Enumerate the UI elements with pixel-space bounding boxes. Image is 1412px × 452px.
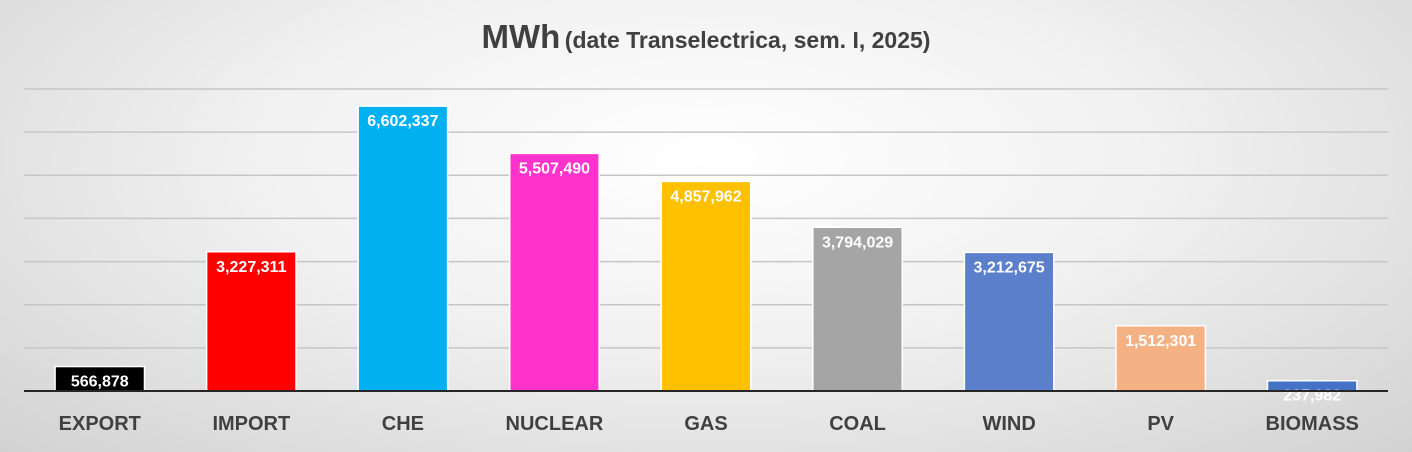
- x-tick-label: WIND: [982, 413, 1035, 435]
- data-label: 4,857,962: [670, 188, 741, 205]
- chart-subtitle: (date Transelectrica, sem. I, 2025): [564, 27, 931, 53]
- x-tick-label: BIOMASS: [1266, 413, 1359, 435]
- bar-import: [205, 251, 297, 392]
- x-tick-label: COAL: [829, 413, 886, 435]
- data-label: 3,212,675: [974, 259, 1045, 276]
- data-label: 3,227,311: [216, 259, 286, 276]
- bar-wind: [963, 251, 1055, 392]
- bar-coal: [812, 226, 904, 392]
- x-tick-label: NUCLEAR: [506, 413, 604, 435]
- x-tick-label: PV: [1147, 413, 1174, 435]
- data-label: 5,507,490: [519, 160, 590, 177]
- bar-export: [54, 365, 146, 392]
- data-label: 1,512,301: [1125, 333, 1196, 350]
- data-label: 6,602,337: [367, 113, 438, 130]
- x-tick-label: GAS: [684, 413, 727, 435]
- bar-gas: [660, 180, 752, 392]
- data-label: 3,794,029: [822, 234, 893, 251]
- x-tick-label: IMPORT: [212, 413, 290, 435]
- chart-title: MWh (date Transelectrica, sem. I, 2025): [0, 18, 1412, 56]
- data-label: 566,878: [71, 374, 129, 391]
- x-tick-label: CHE: [382, 413, 424, 435]
- chart-title-main: MWh: [481, 18, 561, 55]
- bar-che: [357, 105, 449, 392]
- x-tick-label: EXPORT: [59, 413, 141, 435]
- bar-nuclear: [508, 152, 600, 392]
